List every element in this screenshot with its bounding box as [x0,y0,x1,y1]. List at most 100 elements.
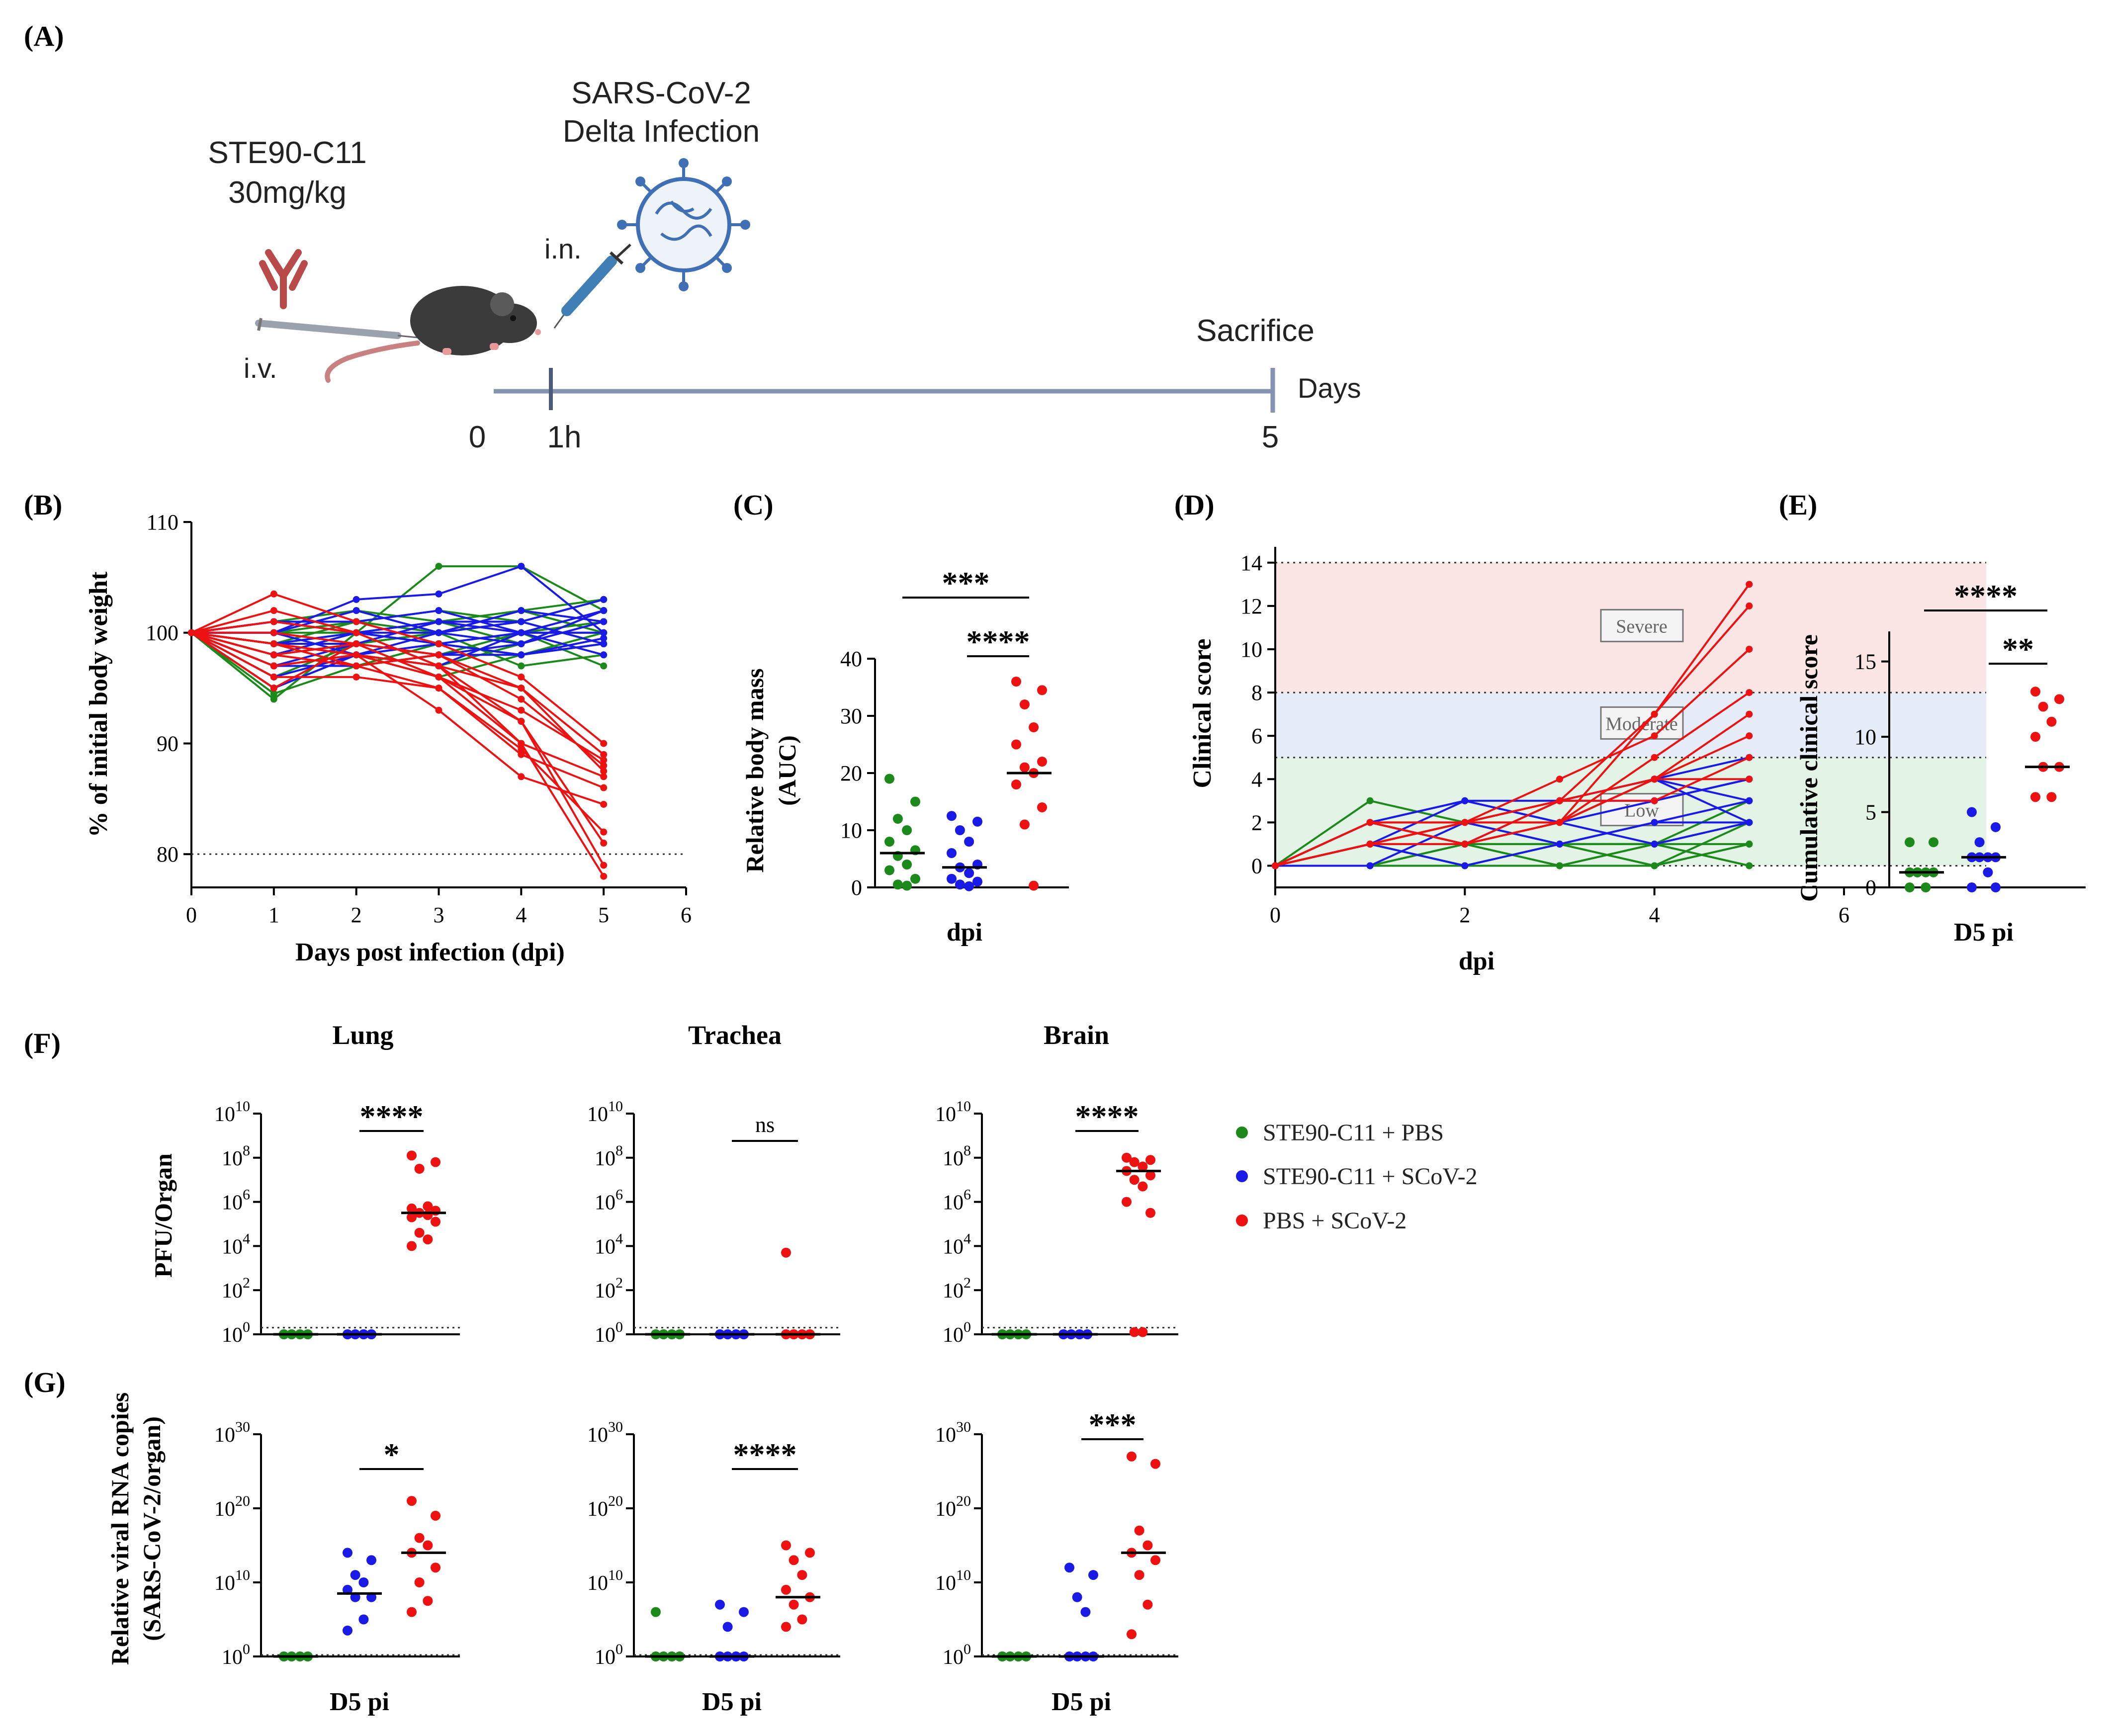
e-point-blue-8 [1967,882,1977,892]
g-trachea-point-green-0 [651,1607,661,1617]
c-point-red-1 [1037,685,1047,695]
g-lung-point-red-5 [431,1562,440,1573]
f-lung-point-red-0 [407,1150,417,1161]
b-point-red-10-3 [435,651,442,659]
f-lung-point-red-1 [431,1157,440,1167]
c-point-green-2 [892,814,903,824]
d-y-tick-label-4: 8 [1251,681,1262,705]
f-trachea-y-tick-label-5: 1010 [587,1098,623,1126]
f-title-trachea: Trachea [688,1020,782,1050]
f-trachea-y-tick-label-1: 102 [595,1275,623,1302]
f-trachea-y-tick-label-4: 108 [595,1142,623,1170]
b-point-blue-9-5 [600,634,608,642]
b-point-red-9-3 [435,662,442,670]
g-lung-point-blue-1 [366,1555,376,1565]
g-trachea-y-tick-label-0: 100 [595,1641,623,1669]
d-y-tick-label-3: 6 [1251,724,1262,748]
d-point-blue-5-1 [1366,862,1374,869]
b-point-red-0-3 [435,640,442,647]
e-point-blue-1 [1991,822,2001,832]
d-point-blue-5-5 [1746,797,1753,804]
f-brain-y-tick-label-3: 106 [943,1187,971,1215]
c-point-red-4 [1011,739,1021,750]
b-point-blue-8-4 [518,629,525,636]
b-point-red-11-5 [600,756,608,764]
antibody-name: STE90-C11 [208,136,366,170]
f-brain-point-red-11 [1138,1327,1148,1337]
d-point-red-6-1 [1366,840,1374,848]
panel-label-a: (A) [24,20,64,52]
d-point-red-5-5 [1746,732,1753,740]
c-point-red-11 [1029,880,1039,891]
b-point-red-6-3 [435,685,442,692]
b-series-red-8 [191,620,605,866]
f-lung-point-red-11 [423,1234,433,1245]
b-point-red-11-2 [352,640,360,647]
b-point-green-0-1 [270,695,277,703]
e-point-green-0 [1905,837,1915,848]
d-point-blue-6-4 [1651,840,1658,848]
b-point-red-10-1 [270,640,277,647]
d-point-red-3-5 [1746,689,1753,696]
f-lung-y-tick-label-4: 108 [222,1142,250,1170]
d-point-red-2-4 [1651,732,1658,740]
b-y-tick-label-0: 80 [157,842,178,867]
e-y-tick-label-0: 0 [1865,875,1876,900]
g-brain-point-red-8 [1127,1629,1137,1640]
g-trachea-point-red-2 [789,1555,799,1565]
b-x-label: Days post infection (dpi) [295,938,565,966]
b-point-red-5-5 [600,800,608,808]
d-point-red-1-5 [1746,602,1753,609]
g-brain-point-red-1 [1150,1459,1160,1469]
f-trachea-y-tick-label-2: 104 [595,1230,623,1258]
c-point-red-9 [1037,802,1047,812]
g-lung-y-tick-label-0: 100 [222,1641,250,1669]
b-point-blue-0-2 [352,596,360,603]
b-point-red-8-4 [518,717,525,725]
d-y-tick-label-7: 14 [1240,551,1262,575]
d-series-red-7 [1275,778,1750,867]
d-zone-label-severe: Severe [1616,616,1667,637]
g-lung-point-red-2 [414,1533,425,1543]
g-lung-sig-0-label: * [384,1437,400,1472]
b-point-red-8-1 [270,618,277,625]
d-y-tick-label-0: 0 [1251,854,1262,878]
legend-dot-red [1236,1215,1248,1226]
g-brain-sig-0-label: *** [1089,1407,1137,1442]
b-point-blue-3-5 [600,596,608,603]
route-iv: i.v. [244,352,277,384]
c-point-green-11 [902,880,912,891]
g-trachea-y-tick-label-1: 1010 [587,1567,623,1595]
e-sig-0-label: **** [1954,578,2018,613]
c-point-blue-4 [947,848,957,858]
f-lung-y-tick-label-1: 102 [222,1275,250,1302]
b-point-red-4-5 [600,784,608,791]
b-point-blue-0-4 [518,563,525,570]
c-point-green-7 [902,860,912,869]
c-sig-0-label: *** [942,565,990,601]
g-x-label-brain: D5 pi [1052,1688,1111,1716]
c-point-red-10 [1019,819,1030,830]
e-point-blue-7 [1983,867,1993,877]
c-point-green-1 [910,796,920,807]
e-point-red-1 [2054,694,2064,704]
d-point-red-1-4 [1651,710,1658,718]
d-point-red-7-1 [1366,819,1374,826]
c-y-tick-label-1: 10 [840,818,862,843]
g-lung-point-red-8 [407,1607,417,1617]
panel-label-g: (G) [24,1366,66,1398]
b-series-red-9 [191,631,605,877]
e-point-green-1 [1929,837,1938,848]
b-point-green-0-3 [435,563,442,570]
f-brain-y-tick-label-5: 1010 [935,1098,971,1126]
b-point-blue-11-4 [518,618,525,625]
b-point-green-7-4 [518,662,525,670]
b-point-blue-8-3 [435,618,442,625]
g-brain-point-blue-1 [1088,1570,1098,1580]
legend-label-green: STE90-C11 + PBS [1263,1120,1444,1146]
f-lung-point-red-4 [407,1203,417,1214]
b-point-red-0-4 [518,673,525,681]
g-trachea-point-red-7 [797,1614,807,1625]
d-point-red-7-4 [1651,776,1658,783]
